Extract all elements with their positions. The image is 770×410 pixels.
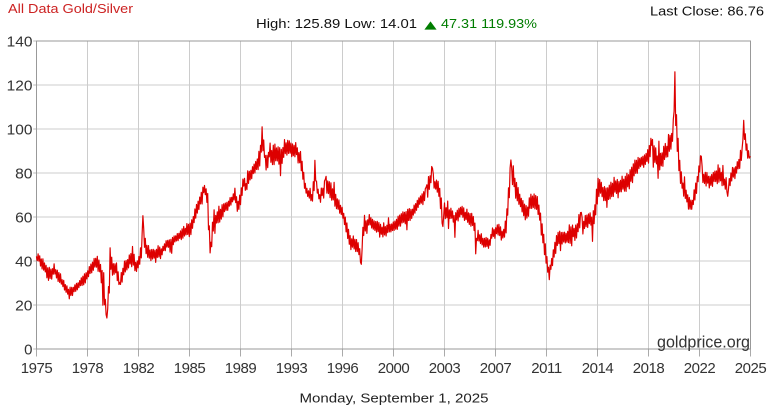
svg-text:2007: 2007 — [480, 360, 512, 377]
svg-text:60: 60 — [15, 209, 32, 226]
svg-text:1989: 1989 — [225, 360, 257, 377]
svg-text:20: 20 — [15, 297, 32, 314]
svg-text:100: 100 — [7, 121, 33, 138]
svg-text:2025: 2025 — [735, 360, 767, 377]
svg-text:1993: 1993 — [276, 360, 308, 377]
svg-text:2011: 2011 — [531, 360, 562, 377]
svg-text:1982: 1982 — [123, 360, 155, 377]
svg-text:2022: 2022 — [684, 360, 716, 377]
svg-text:2018: 2018 — [633, 360, 665, 377]
svg-text:1996: 1996 — [327, 360, 359, 377]
svg-text:140: 140 — [7, 33, 33, 50]
svg-text:2003: 2003 — [429, 360, 461, 377]
svg-text:40: 40 — [15, 253, 32, 270]
svg-text:All Data Gold/Silver: All Data Gold/Silver — [8, 1, 134, 16]
svg-text:1975: 1975 — [21, 360, 53, 377]
svg-text:2000: 2000 — [378, 360, 410, 377]
svg-text:Monday, September 1, 2025: Monday, September 1, 2025 — [300, 390, 489, 405]
svg-text:2014: 2014 — [582, 360, 614, 377]
svg-text:Last Close: 86.76: Last Close: 86.76 — [650, 4, 764, 19]
svg-text:High: 125.89 Low: 14.01: High: 125.89 Low: 14.01 — [256, 16, 417, 31]
svg-text:0: 0 — [24, 341, 32, 358]
svg-text:1978: 1978 — [72, 360, 104, 377]
svg-text:120: 120 — [7, 77, 33, 94]
svg-text:47.31 119.93%: 47.31 119.93% — [441, 16, 537, 31]
svg-text:80: 80 — [15, 165, 32, 182]
svg-text:goldprice.org: goldprice.org — [657, 333, 750, 351]
svg-text:1985: 1985 — [174, 360, 206, 377]
